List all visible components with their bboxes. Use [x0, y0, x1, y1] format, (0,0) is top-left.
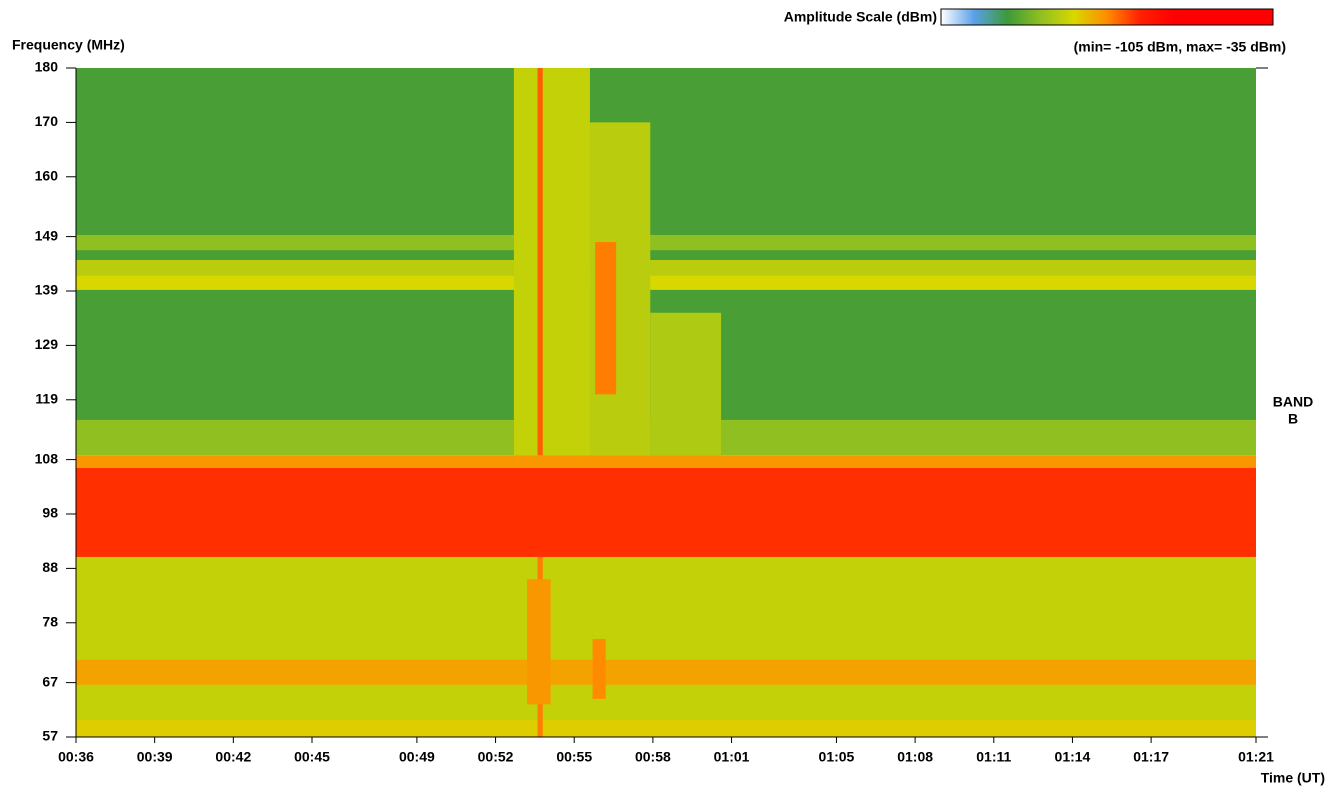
spectrum-region	[76, 455, 1256, 468]
spectrum-region	[76, 467, 1256, 557]
x-tick-label: 00:36	[58, 749, 94, 765]
colorbar	[940, 8, 1274, 26]
spectrum-region	[595, 242, 617, 395]
spectrum-region	[537, 68, 543, 456]
annotation: B	[1288, 411, 1298, 427]
spectrum-region	[76, 720, 1256, 737]
y-tick-label: 88	[42, 559, 58, 575]
spectrum-region	[76, 234, 1256, 251]
x-tick-label: 01:05	[819, 749, 855, 765]
colorbar-range: (min= -105 dBm, max= -35 dBm)	[1074, 39, 1286, 55]
y-tick-label: 67	[42, 673, 58, 689]
y-axis-label: Frequency (MHz)	[12, 37, 125, 53]
x-tick-label: 00:42	[215, 749, 251, 765]
spectrum-region	[76, 659, 1256, 685]
y-tick-label: 129	[35, 336, 59, 352]
x-tick-label: 01:11	[976, 749, 1011, 765]
x-tick-label: 01:17	[1133, 749, 1169, 765]
x-tick-label: 00:55	[556, 749, 592, 765]
spectrum-region	[76, 259, 1256, 276]
x-axis-label: Time (UT)	[1261, 770, 1325, 786]
spectrum-region	[527, 579, 551, 705]
x-tick-label: 00:39	[137, 749, 173, 765]
x-tick-label: 01:01	[714, 749, 750, 765]
y-tick-label: 180	[35, 59, 59, 75]
x-tick-label: 00:52	[478, 749, 514, 765]
x-tick-label: 00:49	[399, 749, 435, 765]
x-tick-label: 01:21	[1238, 749, 1274, 765]
y-tick-label: 98	[42, 505, 58, 521]
y-tick-label: 78	[42, 613, 58, 629]
y-tick-label: 149	[35, 227, 59, 243]
y-tick-label: 139	[35, 282, 59, 298]
x-tick-label: 00:58	[635, 749, 671, 765]
x-tick-label: 01:14	[1055, 749, 1091, 765]
x-tick-label: 01:08	[897, 749, 933, 765]
y-tick-label: 160	[35, 167, 59, 183]
spectrum-region	[76, 556, 1256, 737]
plot-area	[76, 68, 1256, 737]
spectrum-region	[76, 275, 1256, 290]
spectrum-region	[650, 312, 722, 456]
colorbar-title: Amplitude Scale (dBm)	[784, 9, 937, 25]
annotation: BAND	[1273, 394, 1313, 410]
spectrum-region	[513, 68, 590, 456]
x-tick-label: 00:45	[294, 749, 330, 765]
y-tick-label: 57	[42, 728, 58, 744]
y-tick-label: 119	[35, 390, 58, 406]
spectrum-region	[592, 639, 606, 699]
y-tick-label: 108	[35, 450, 59, 466]
y-tick-label: 170	[35, 113, 59, 129]
